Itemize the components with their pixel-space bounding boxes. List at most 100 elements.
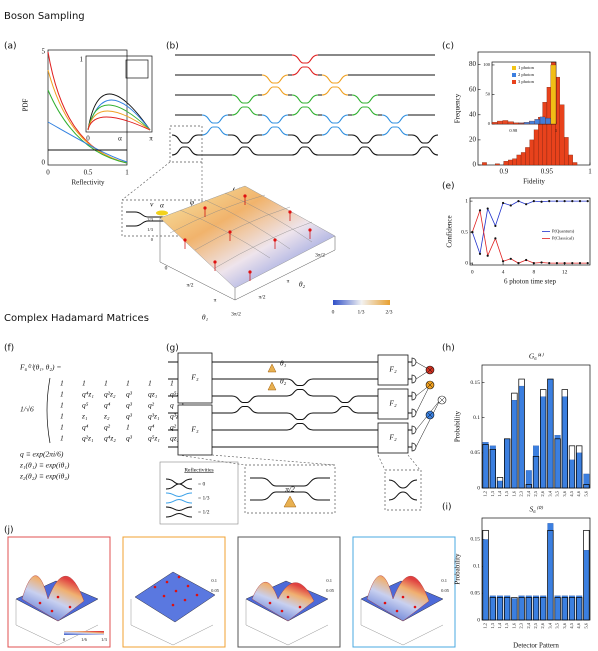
zoom-line	[377, 454, 421, 471]
gap	[322, 74, 348, 96]
label: q	[170, 401, 174, 410]
histogram-bar	[497, 120, 503, 125]
shape	[87, 93, 151, 131]
pin-head	[56, 595, 60, 599]
label: 2,4	[526, 490, 532, 496]
waveguide-coupler	[171, 134, 199, 144]
label: 1	[125, 169, 129, 177]
label: 0	[42, 159, 46, 167]
histogram-bar	[572, 162, 578, 166]
point	[532, 262, 535, 265]
label: 0.05	[470, 450, 480, 456]
bar	[497, 480, 503, 489]
label: 1	[126, 379, 130, 388]
histogram-bar	[564, 137, 569, 166]
label: 1,3	[490, 490, 496, 496]
label: 0	[477, 617, 480, 623]
bar	[561, 396, 568, 489]
label: 1 photon	[518, 65, 535, 70]
waveguide-coupler	[381, 126, 409, 136]
legend-swatch	[512, 66, 516, 70]
detector	[411, 357, 417, 367]
bar	[547, 378, 554, 489]
point	[486, 207, 489, 210]
waveguide-coupler	[261, 126, 289, 136]
label: q³	[126, 434, 133, 443]
histogram-bar	[534, 119, 541, 125]
detector	[411, 425, 417, 435]
waveguide-coupler	[201, 114, 229, 124]
point	[578, 200, 582, 203]
label: θ₂	[299, 280, 306, 289]
theory-bar	[518, 597, 525, 621]
bar	[569, 459, 575, 489]
coupler-icon	[165, 492, 193, 498]
label: q²	[148, 401, 155, 410]
label: 1	[80, 56, 84, 64]
coupler-icon	[165, 483, 193, 490]
theory-bar	[540, 597, 547, 621]
waveguide-coupler	[331, 405, 359, 414]
coupler-icon	[388, 491, 418, 501]
label: 6 photon time step	[504, 278, 556, 286]
bar	[489, 445, 496, 489]
coincidence-x	[427, 382, 433, 388]
label: 5,6	[583, 490, 589, 496]
pin-head	[50, 609, 54, 613]
point	[486, 254, 489, 257]
waveguide-coupler	[261, 86, 289, 96]
label: qz₁	[148, 390, 158, 399]
theory-bar	[525, 484, 532, 489]
label: 3,6	[562, 490, 568, 496]
label: = 0	[198, 481, 205, 487]
label: 1	[60, 434, 64, 443]
theory-bar	[554, 597, 561, 621]
label: 1,5	[504, 490, 510, 496]
bar	[497, 595, 503, 621]
pin-head	[413, 605, 417, 609]
gap	[262, 114, 288, 136]
label: 1/√6	[20, 405, 34, 414]
pin-head	[248, 270, 252, 274]
histogram-bar	[559, 104, 565, 166]
theory-bar	[568, 597, 576, 621]
label: 3,4	[547, 622, 553, 628]
waveguide-coupler	[261, 74, 289, 84]
theory-bar	[489, 448, 496, 489]
label: q²	[104, 423, 111, 432]
label: 1/6	[81, 637, 88, 642]
label: P(Classical)	[552, 236, 574, 241]
histogram-bar	[538, 117, 543, 166]
histogram-bar	[545, 117, 551, 125]
point	[586, 200, 589, 203]
label: 2,5	[533, 490, 539, 496]
surface-grid	[214, 221, 313, 269]
bar	[540, 595, 547, 621]
surface-grid	[194, 206, 291, 251]
label: 0	[46, 169, 50, 177]
inset-box	[125, 59, 149, 79]
label: Detector Pattern	[513, 642, 559, 650]
label: 2,6	[540, 490, 546, 496]
pin-head	[273, 238, 277, 242]
mzi	[250, 477, 330, 487]
label: 0	[165, 265, 168, 271]
label: 0.1	[441, 578, 447, 583]
theory-bar	[504, 438, 511, 489]
label: φ	[190, 198, 194, 207]
label: 3π/2	[315, 252, 325, 258]
label: ν	[150, 200, 154, 209]
label: 3,6	[562, 622, 568, 628]
label: Fidelity	[523, 178, 545, 186]
label: z₂	[103, 412, 110, 421]
label: π	[287, 278, 290, 284]
point	[501, 201, 505, 205]
label: q³	[126, 390, 133, 399]
label: q³z₂	[170, 412, 182, 421]
theory-bar	[525, 597, 532, 621]
label: F₃	[190, 425, 199, 434]
bar	[518, 385, 525, 489]
pin-head	[280, 609, 284, 613]
pin-head	[268, 601, 272, 605]
label: q³	[126, 412, 133, 421]
